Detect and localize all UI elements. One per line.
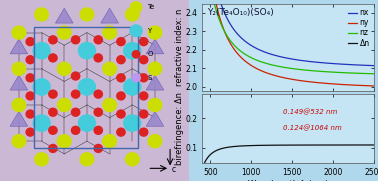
Circle shape: [132, 74, 140, 82]
Circle shape: [71, 36, 80, 44]
Circle shape: [49, 54, 57, 62]
Circle shape: [139, 56, 148, 64]
Circle shape: [94, 90, 102, 98]
Circle shape: [79, 79, 95, 95]
Circle shape: [94, 144, 102, 152]
Circle shape: [57, 135, 71, 148]
Circle shape: [33, 43, 50, 59]
Circle shape: [125, 8, 139, 21]
Circle shape: [125, 153, 139, 166]
Circle shape: [80, 8, 94, 21]
Text: c: c: [172, 165, 176, 174]
Circle shape: [124, 115, 141, 131]
Circle shape: [26, 92, 34, 100]
Text: Y: Y: [147, 28, 152, 34]
Circle shape: [71, 126, 80, 134]
Circle shape: [117, 56, 125, 64]
Text: 0.149@532 nm: 0.149@532 nm: [283, 109, 338, 116]
Circle shape: [124, 79, 141, 95]
Circle shape: [148, 62, 162, 75]
Circle shape: [57, 26, 71, 39]
Circle shape: [12, 135, 26, 148]
Polygon shape: [10, 39, 28, 54]
Text: 0.124@1064 nm: 0.124@1064 nm: [283, 124, 342, 131]
Circle shape: [79, 115, 95, 131]
Circle shape: [26, 56, 34, 64]
Circle shape: [26, 110, 34, 118]
Circle shape: [12, 62, 26, 75]
Circle shape: [148, 26, 162, 39]
Circle shape: [94, 36, 102, 44]
Circle shape: [139, 128, 148, 136]
Bar: [34, 27, 138, 148]
Polygon shape: [101, 8, 118, 23]
Circle shape: [26, 128, 34, 136]
Circle shape: [57, 98, 71, 111]
Circle shape: [35, 153, 48, 166]
Circle shape: [49, 144, 57, 152]
Circle shape: [94, 126, 102, 134]
Text: O: O: [147, 51, 153, 57]
Circle shape: [103, 98, 116, 111]
Circle shape: [103, 62, 116, 75]
Text: b: b: [151, 138, 156, 147]
Circle shape: [79, 43, 95, 59]
Circle shape: [71, 72, 80, 80]
Circle shape: [132, 51, 140, 58]
Circle shape: [124, 43, 141, 59]
Circle shape: [26, 74, 34, 82]
Polygon shape: [146, 39, 164, 54]
Polygon shape: [10, 75, 28, 90]
Circle shape: [33, 115, 50, 131]
Circle shape: [148, 98, 162, 111]
Circle shape: [94, 108, 102, 116]
Circle shape: [49, 36, 57, 44]
Circle shape: [130, 25, 142, 37]
Circle shape: [71, 90, 80, 98]
Circle shape: [117, 128, 125, 136]
Circle shape: [49, 108, 57, 116]
Circle shape: [117, 92, 125, 100]
Circle shape: [139, 110, 148, 118]
Circle shape: [57, 62, 71, 75]
Circle shape: [33, 79, 50, 95]
Circle shape: [139, 92, 148, 100]
Circle shape: [103, 135, 116, 148]
Circle shape: [117, 74, 125, 82]
Text: Te: Te: [147, 4, 155, 10]
Polygon shape: [146, 111, 164, 126]
Circle shape: [117, 38, 125, 46]
Circle shape: [71, 108, 80, 116]
Circle shape: [139, 38, 148, 46]
Y-axis label: refractive index: n: refractive index: n: [175, 8, 184, 86]
Circle shape: [148, 135, 162, 148]
Circle shape: [117, 110, 125, 118]
Polygon shape: [146, 75, 164, 90]
Circle shape: [94, 54, 102, 62]
Circle shape: [49, 126, 57, 134]
X-axis label: Wavelength λ (nm): Wavelength λ (nm): [248, 180, 328, 181]
Circle shape: [49, 90, 57, 98]
Circle shape: [130, 2, 142, 13]
Circle shape: [26, 38, 34, 46]
Text: Y₂(Te₄O₁₀)(SO₄): Y₂(Te₄O₁₀)(SO₄): [208, 8, 274, 17]
Circle shape: [139, 74, 148, 82]
Circle shape: [12, 26, 26, 39]
Polygon shape: [56, 8, 73, 23]
Circle shape: [103, 26, 116, 39]
Legend: nx, ny, nz, Δn: nx, ny, nz, Δn: [347, 7, 370, 48]
Circle shape: [12, 98, 26, 111]
Text: S: S: [147, 75, 152, 81]
Circle shape: [35, 8, 48, 21]
Y-axis label: birefringence: Δn: birefringence: Δn: [175, 92, 184, 165]
Polygon shape: [10, 111, 28, 126]
Circle shape: [80, 153, 94, 166]
